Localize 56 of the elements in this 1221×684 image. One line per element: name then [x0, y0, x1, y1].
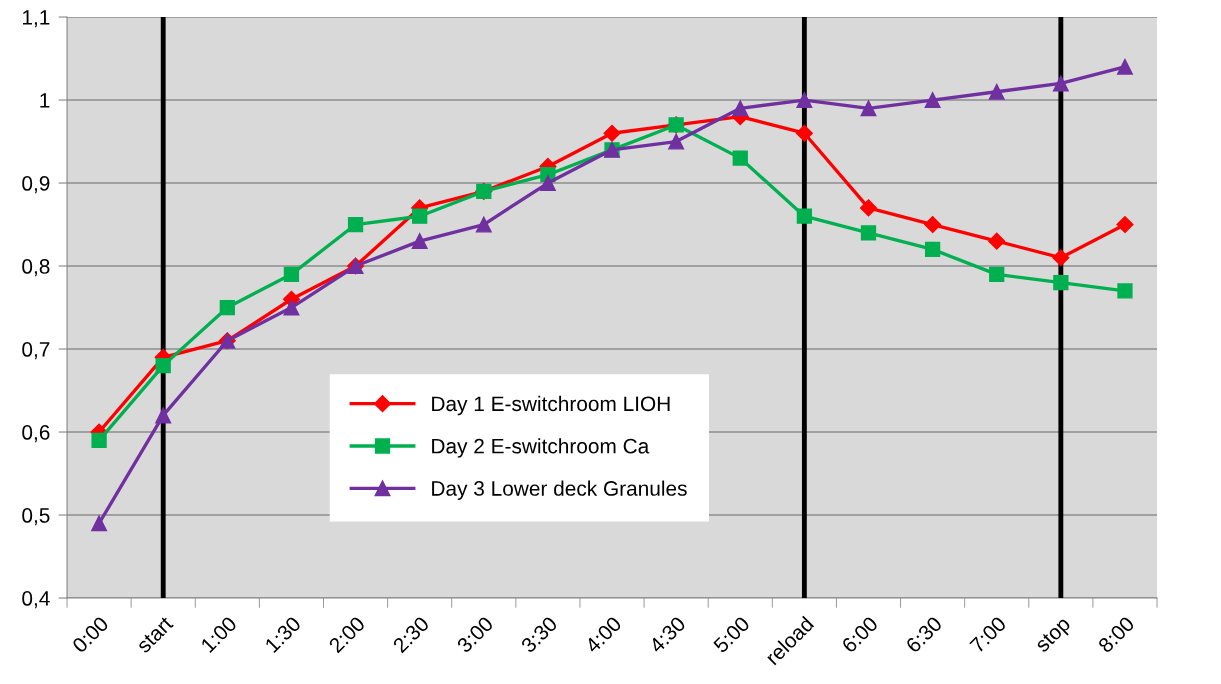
point — [796, 92, 813, 109]
y-tick-label: 0,6 — [22, 425, 50, 443]
x-tick-label: 0:00 — [71, 615, 110, 654]
point — [1052, 75, 1069, 92]
legend-label: Day 3 Lower deck Granules — [432, 480, 687, 500]
point — [989, 266, 1005, 282]
point — [411, 233, 428, 250]
point — [475, 216, 492, 233]
point — [988, 83, 1005, 100]
point — [795, 124, 813, 142]
point — [91, 515, 108, 532]
point — [155, 357, 171, 374]
point — [219, 299, 235, 316]
legend-label: Day 2 E-switchroom Ca — [432, 438, 650, 458]
y-tick-label: 0,9 — [22, 176, 50, 194]
point — [732, 150, 748, 166]
point — [283, 299, 300, 316]
point — [859, 199, 878, 217]
x-tick-label: 3:30 — [520, 615, 559, 654]
legend-label: Day 1 E-switchroom LIOH — [432, 395, 670, 416]
point — [412, 208, 428, 224]
point — [924, 92, 941, 109]
point — [539, 175, 556, 192]
point — [988, 232, 1006, 250]
x-tick-label: 3:00 — [456, 615, 495, 654]
x-tick-label: 7:00 — [969, 615, 1007, 654]
y-tick-label: 0,8 — [22, 259, 50, 277]
point — [1053, 274, 1069, 291]
point — [283, 266, 300, 282]
y-tick-label: 1 — [40, 93, 50, 108]
x-tick-label: 4:30 — [648, 615, 687, 654]
point — [603, 124, 621, 142]
y-tick-label: 0,4 — [22, 591, 50, 609]
x-tick-label: 5:00 — [712, 615, 751, 654]
x-tick-label: 8:00 — [1097, 615, 1136, 654]
point — [1116, 215, 1134, 234]
point — [924, 215, 942, 234]
point — [924, 241, 941, 258]
x-tick-label: 6:00 — [840, 615, 879, 654]
point — [1117, 283, 1133, 299]
x-tick-label: 4:00 — [584, 615, 623, 654]
x-tick-label: 6:30 — [905, 615, 943, 654]
y-tick-label: 1,1 — [23, 10, 50, 28]
point — [91, 432, 107, 448]
point — [668, 133, 685, 150]
point — [732, 100, 749, 117]
point — [347, 216, 364, 233]
point — [796, 208, 813, 224]
point — [155, 407, 172, 424]
point — [1116, 58, 1133, 75]
point — [1052, 249, 1070, 267]
y-tick-label: 0,5 — [22, 508, 50, 526]
point — [860, 225, 877, 241]
y-tick-label: 0,7 — [22, 342, 50, 360]
x-tick-label: stop — [1034, 616, 1074, 656]
point — [860, 100, 877, 117]
